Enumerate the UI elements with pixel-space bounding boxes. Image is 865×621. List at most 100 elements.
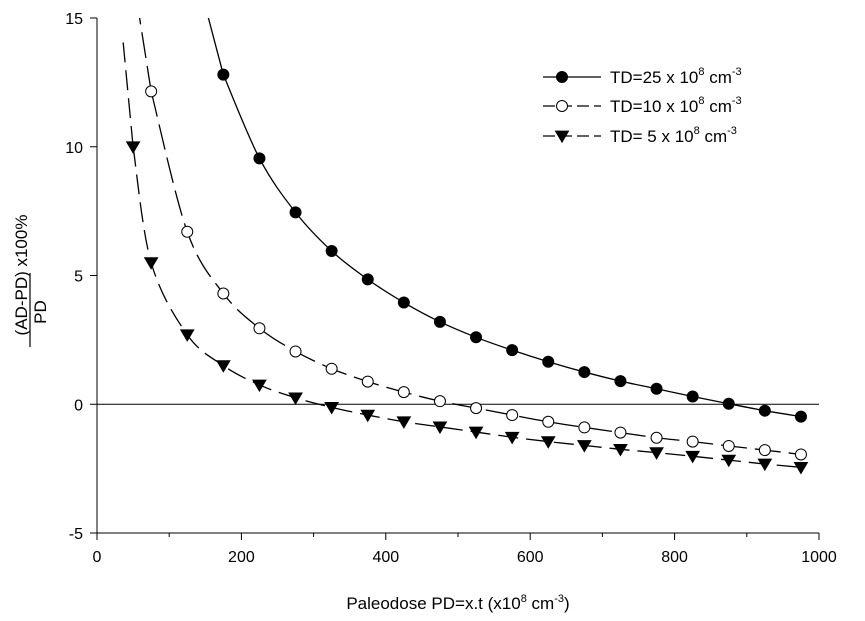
y-tick-label--5: -5 [69,526,83,543]
series-3-point-19 [757,458,773,472]
series-2-point-15 [650,431,663,444]
series-3-point-11 [468,426,484,440]
x-axis-label-mid: cm [527,594,554,613]
series-2-point-12 [542,415,555,428]
legend-label-1-mid: cm [704,68,731,87]
legend-label-2-sup2: -3 [732,95,742,107]
series-1-point-15 [722,397,735,410]
y-tick-label-5: 5 [74,269,83,286]
series-3-point-18 [721,454,737,468]
series-1 [207,18,807,423]
series-3-point-17 [685,450,701,464]
series-1-line [222,74,802,418]
series-3-point-5 [252,379,267,393]
legend-label-2: TD=10 x 108 cm-3 [610,95,742,116]
series-2 [138,18,807,461]
series-3-line [132,146,802,468]
x-tick-label-600: 600 [517,549,544,566]
series-1-point-16 [758,404,771,417]
series-2-point-4 [253,322,266,335]
series-3-point-10 [432,421,448,435]
x-axis-label: Paleodose PD=x.t (x108 cm-3) [346,593,569,613]
series-1-point-10 [542,355,555,368]
series-3-point-14 [576,440,592,453]
series-1-point-5 [361,273,374,286]
series-2-point-8 [397,386,410,399]
series-2-point-16 [686,435,699,448]
series-2-point-10 [470,402,483,415]
y-axis-label: (AD-PD) x100%PD [12,215,50,347]
y-axis-label-top: (AD-PD) x100% [12,215,31,336]
legend-label-2-pre: TD=10 x 10 [610,97,698,116]
y-tick-label-15: 15 [65,11,83,28]
x-axis-label-sup1: 8 [521,593,527,605]
series-2-point-6 [325,362,338,375]
legend-label-1: TD=25 x 108 cm-3 [610,66,742,87]
y-axis-label-suffix: x100% [12,215,31,272]
series-1-point-1 [217,68,230,81]
series-2-point-1 [145,85,158,98]
series-3-point-3 [179,329,195,342]
series-2-point-3 [217,287,230,300]
series-2-point-5 [289,345,302,358]
legend-label-3-pre: TD= 5 x 10 [610,127,694,146]
series-1-point-2 [253,152,266,165]
series-3-point-2 [143,257,159,270]
series-2-point-17 [722,439,735,452]
series-2-point-13 [578,421,591,434]
x-tick-label-400: 400 [372,549,399,566]
x-axis-label-end: ) [564,594,570,613]
series-3-point-20 [793,461,809,475]
legend-label-1-sup1: 8 [698,66,704,78]
series-1-point-13 [650,382,663,395]
series-1-point-17 [794,410,807,423]
legend-label-2-mid: cm [704,97,731,116]
legend-label-3-mid: cm [700,127,727,146]
legend-item-3: TD= 5 x 108 cm-3 [543,125,737,146]
legend-label-3: TD= 5 x 108 cm-3 [610,125,737,146]
series-1-point-12 [614,375,627,388]
series-1-point-14 [686,390,699,403]
axes-group: 0 200 400 600 800 1000 -5 0 5 10 15 [65,11,837,566]
series-3 [122,42,809,475]
legend-marker-3 [554,130,570,144]
y-tick-label-0: 0 [74,397,83,414]
legend-label-1-sup2: -3 [732,66,742,78]
x-axis-label-base: Paleodose PD=x.t (x10 [346,594,520,613]
legend-marker-1 [556,71,568,83]
legend-item-2: TD=10 x 108 cm-3 [543,95,742,116]
legend-label-3-sup1: 8 [694,125,700,137]
series-2-point-9 [433,395,446,408]
y-tick-label-10: 10 [65,140,83,157]
y-axis-label-numerator: (AD-PD) [12,271,31,335]
series-2-point-19 [794,448,807,461]
x-tick-label-200: 200 [228,549,255,566]
series-1-point-11 [578,366,591,379]
series-3-point-1 [125,141,141,154]
legend-label-2-sup1: 8 [698,95,704,107]
series-2-line-extension [138,18,152,92]
x-tick-label-1000: 1000 [801,549,837,566]
series-1-point-8 [470,331,483,344]
series-3-point-9 [396,416,412,429]
series-3-point-8 [360,409,376,423]
x-tick-label-800: 800 [661,549,688,566]
series-2-point-7 [361,375,374,388]
legend-item-1: TD=25 x 108 cm-3 [543,66,742,87]
series-2-point-2 [181,225,194,238]
series-3-point-15 [613,443,628,457]
series-3-point-4 [215,360,231,373]
y-axis-label-denominator: PD [31,300,50,324]
axis-labels: Paleodose PD=x.t (x108 cm-3) (AD-PD) x100… [12,215,570,613]
series-3-point-12 [504,431,520,445]
series-3-point-7 [324,401,340,415]
legend: TD=25 x 108 cm-3TD=10 x 108 cm-3TD= 5 x … [543,66,742,146]
legend-label-1-pre: TD=25 x 10 [610,68,698,87]
series-3-point-6 [288,392,303,405]
x-tick-label-0: 0 [93,549,102,566]
series-1-point-4 [325,245,338,258]
series-2-point-18 [758,444,771,457]
series-2-point-14 [614,426,627,439]
